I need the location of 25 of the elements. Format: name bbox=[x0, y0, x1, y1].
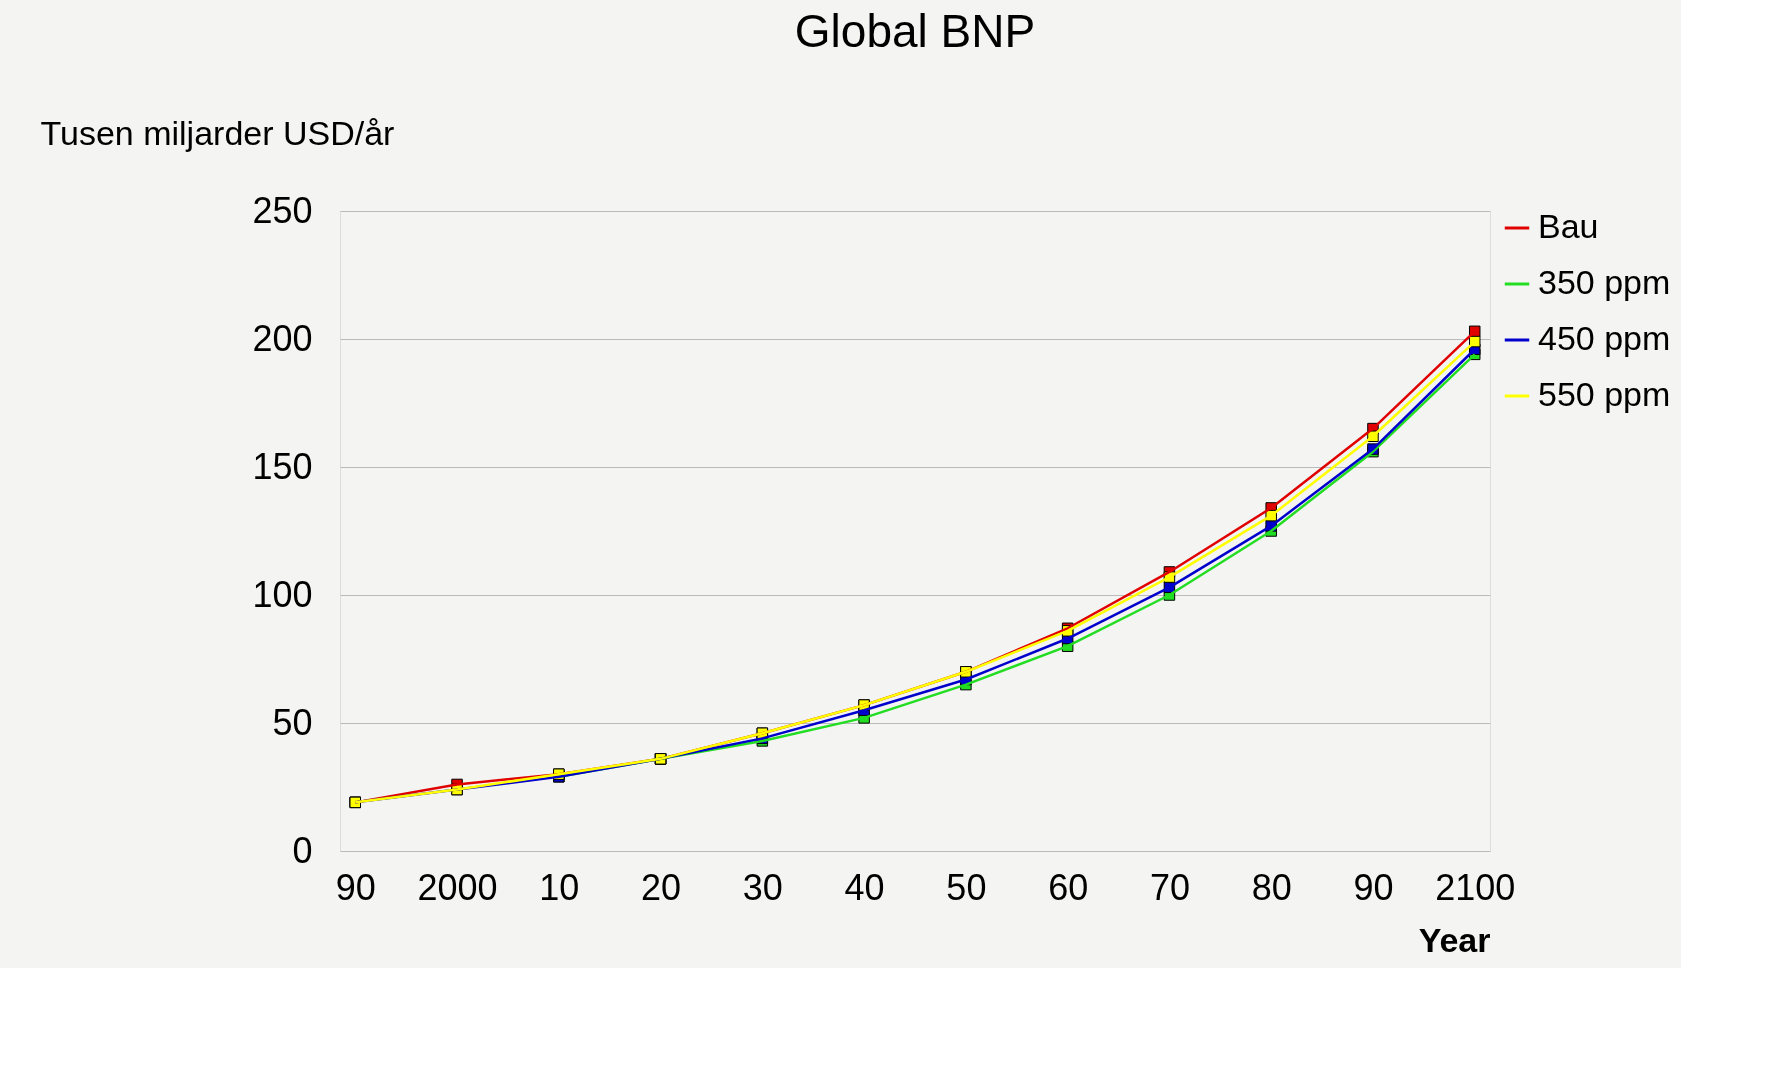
y-tick-label: 200 bbox=[252, 317, 313, 359]
x-tick-label: 2000 bbox=[417, 866, 498, 908]
y-tick-label: 150 bbox=[252, 445, 313, 487]
y-axis-title: Tusen miljarder USD/år bbox=[40, 113, 395, 152]
x-tick-label: 70 bbox=[1149, 866, 1190, 908]
x-axis-title: Year bbox=[1418, 920, 1491, 959]
x-tick-label: 10 bbox=[539, 866, 580, 908]
x-tick-label: 40 bbox=[844, 866, 885, 908]
x-tick-label: 90 bbox=[335, 866, 376, 908]
x-tick-label: 80 bbox=[1251, 866, 1292, 908]
legend-label: 350 ppm bbox=[1538, 263, 1671, 301]
legend-label: 450 ppm bbox=[1538, 319, 1671, 357]
y-tick-label: 250 bbox=[252, 189, 313, 231]
legend-label: 550 ppm bbox=[1538, 375, 1671, 413]
x-tick-label: 90 bbox=[1353, 866, 1394, 908]
x-tick-label: 20 bbox=[641, 866, 682, 908]
x-tick-label: 50 bbox=[946, 866, 987, 908]
y-tick-label: 50 bbox=[272, 701, 313, 743]
legend-label: Bau bbox=[1538, 207, 1599, 245]
x-tick-label: 60 bbox=[1048, 866, 1089, 908]
chart-title: Global BNP bbox=[794, 5, 1036, 57]
x-tick-label: 2100 bbox=[1435, 866, 1516, 908]
y-tick-label: 0 bbox=[292, 829, 313, 871]
x-tick-label: 30 bbox=[742, 866, 783, 908]
y-tick-label: 100 bbox=[252, 573, 313, 615]
